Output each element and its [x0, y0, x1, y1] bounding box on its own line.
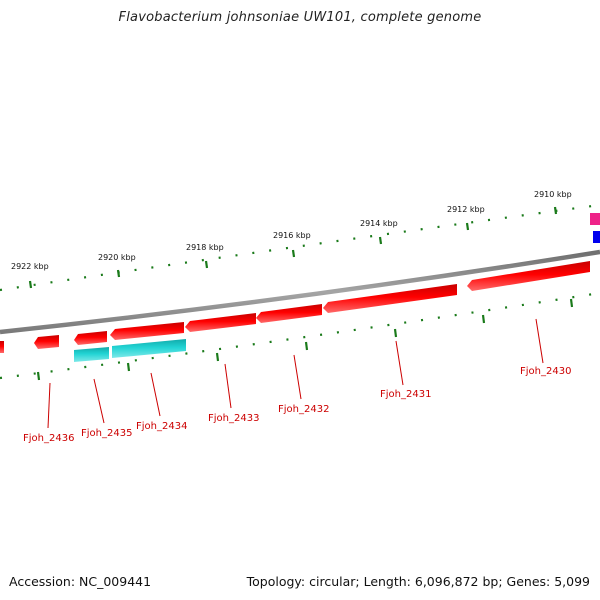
scale-label-2918: 2918 kbp [186, 243, 224, 252]
gene-label-fjoh-2435[interactable]: Fjoh_2435 [81, 428, 132, 439]
gene-arrow-edge[interactable] [0, 341, 4, 353]
scale-label-2922: 2922 kbp [11, 262, 49, 271]
outer-tick-ring [0, 203, 600, 292]
gene-box-cyan-2[interactable] [112, 339, 186, 358]
gene-label-fjoh-2431[interactable]: Fjoh_2431 [380, 389, 431, 400]
gene-arrow-fjoh-2433[interactable] [185, 313, 256, 332]
gene-label-fjoh-2436[interactable]: Fjoh_2436 [23, 433, 74, 444]
leader-fjoh-2434 [150, 372, 161, 417]
gene-box-cyan-1[interactable] [74, 347, 109, 362]
genome-backbone [0, 249, 600, 335]
major-tick [465, 222, 470, 231]
gene-label-fjoh-2430[interactable]: Fjoh_2430 [520, 366, 571, 377]
leader-fjoh-2430 [535, 318, 544, 364]
inner-major-tick [393, 328, 398, 338]
edge-feature-pink[interactable] [590, 213, 600, 225]
gene-label-fjoh-2433[interactable]: Fjoh_2433 [208, 413, 259, 424]
scale-label-2914: 2914 kbp [360, 219, 398, 228]
major-tick [553, 206, 558, 215]
reverse-genes [74, 339, 186, 362]
inner-major-tick [215, 352, 220, 362]
gene-arrow-fjoh-2434[interactable] [110, 322, 184, 340]
gene-label-fjoh-2434[interactable]: Fjoh_2434 [136, 421, 187, 432]
gene-labels: Fjoh_2436 Fjoh_2435 Fjoh_2434 Fjoh_2433 … [23, 366, 571, 444]
gene-arrow-fjoh-2435[interactable] [74, 331, 107, 345]
scale-label-2910: 2910 kbp [534, 190, 572, 199]
gene-label-fjoh-2432[interactable]: Fjoh_2432 [278, 404, 329, 415]
gene-arrow-fjoh-2430[interactable] [467, 261, 590, 291]
inner-major-tick [304, 341, 309, 351]
gene-arrow-fjoh-2431[interactable] [323, 284, 457, 313]
inner-tick-ring [0, 291, 600, 381]
scale-labels: 2922 kbp 2920 kbp 2918 kbp 2916 kbp 2914… [11, 190, 572, 271]
gene-arrow-fjoh-2432[interactable] [256, 304, 322, 323]
inner-major-tick [569, 298, 574, 308]
scale-label-2920: 2920 kbp [98, 253, 136, 262]
leader-fjoh-2435 [93, 378, 105, 424]
major-tick [116, 269, 121, 278]
scale-label-2912: 2912 kbp [447, 205, 485, 214]
inner-major-tick [126, 362, 131, 372]
map-title: Flavobacterium johnsoniae UW101, complet… [118, 10, 482, 25]
major-tick [378, 236, 383, 245]
major-tick [204, 260, 209, 269]
label-leaders [47, 318, 544, 429]
leader-fjoh-2433 [224, 363, 232, 409]
major-tick [28, 280, 33, 289]
inner-major-tick [36, 371, 41, 381]
leader-fjoh-2431 [395, 340, 404, 386]
accession-text: Accession: NC_009441 [9, 574, 152, 589]
topology-text: Topology: circular; Length: 6,096,872 bp… [246, 574, 590, 589]
leader-fjoh-2432 [293, 354, 302, 400]
edge-feature-blue[interactable] [593, 231, 600, 243]
forward-genes [0, 261, 590, 353]
inner-major-tick [481, 314, 486, 324]
scale-label-2916: 2916 kbp [273, 231, 311, 240]
major-tick [291, 249, 296, 258]
leader-fjoh-2436 [47, 382, 51, 429]
gene-arrow-fjoh-2436[interactable] [34, 335, 59, 349]
